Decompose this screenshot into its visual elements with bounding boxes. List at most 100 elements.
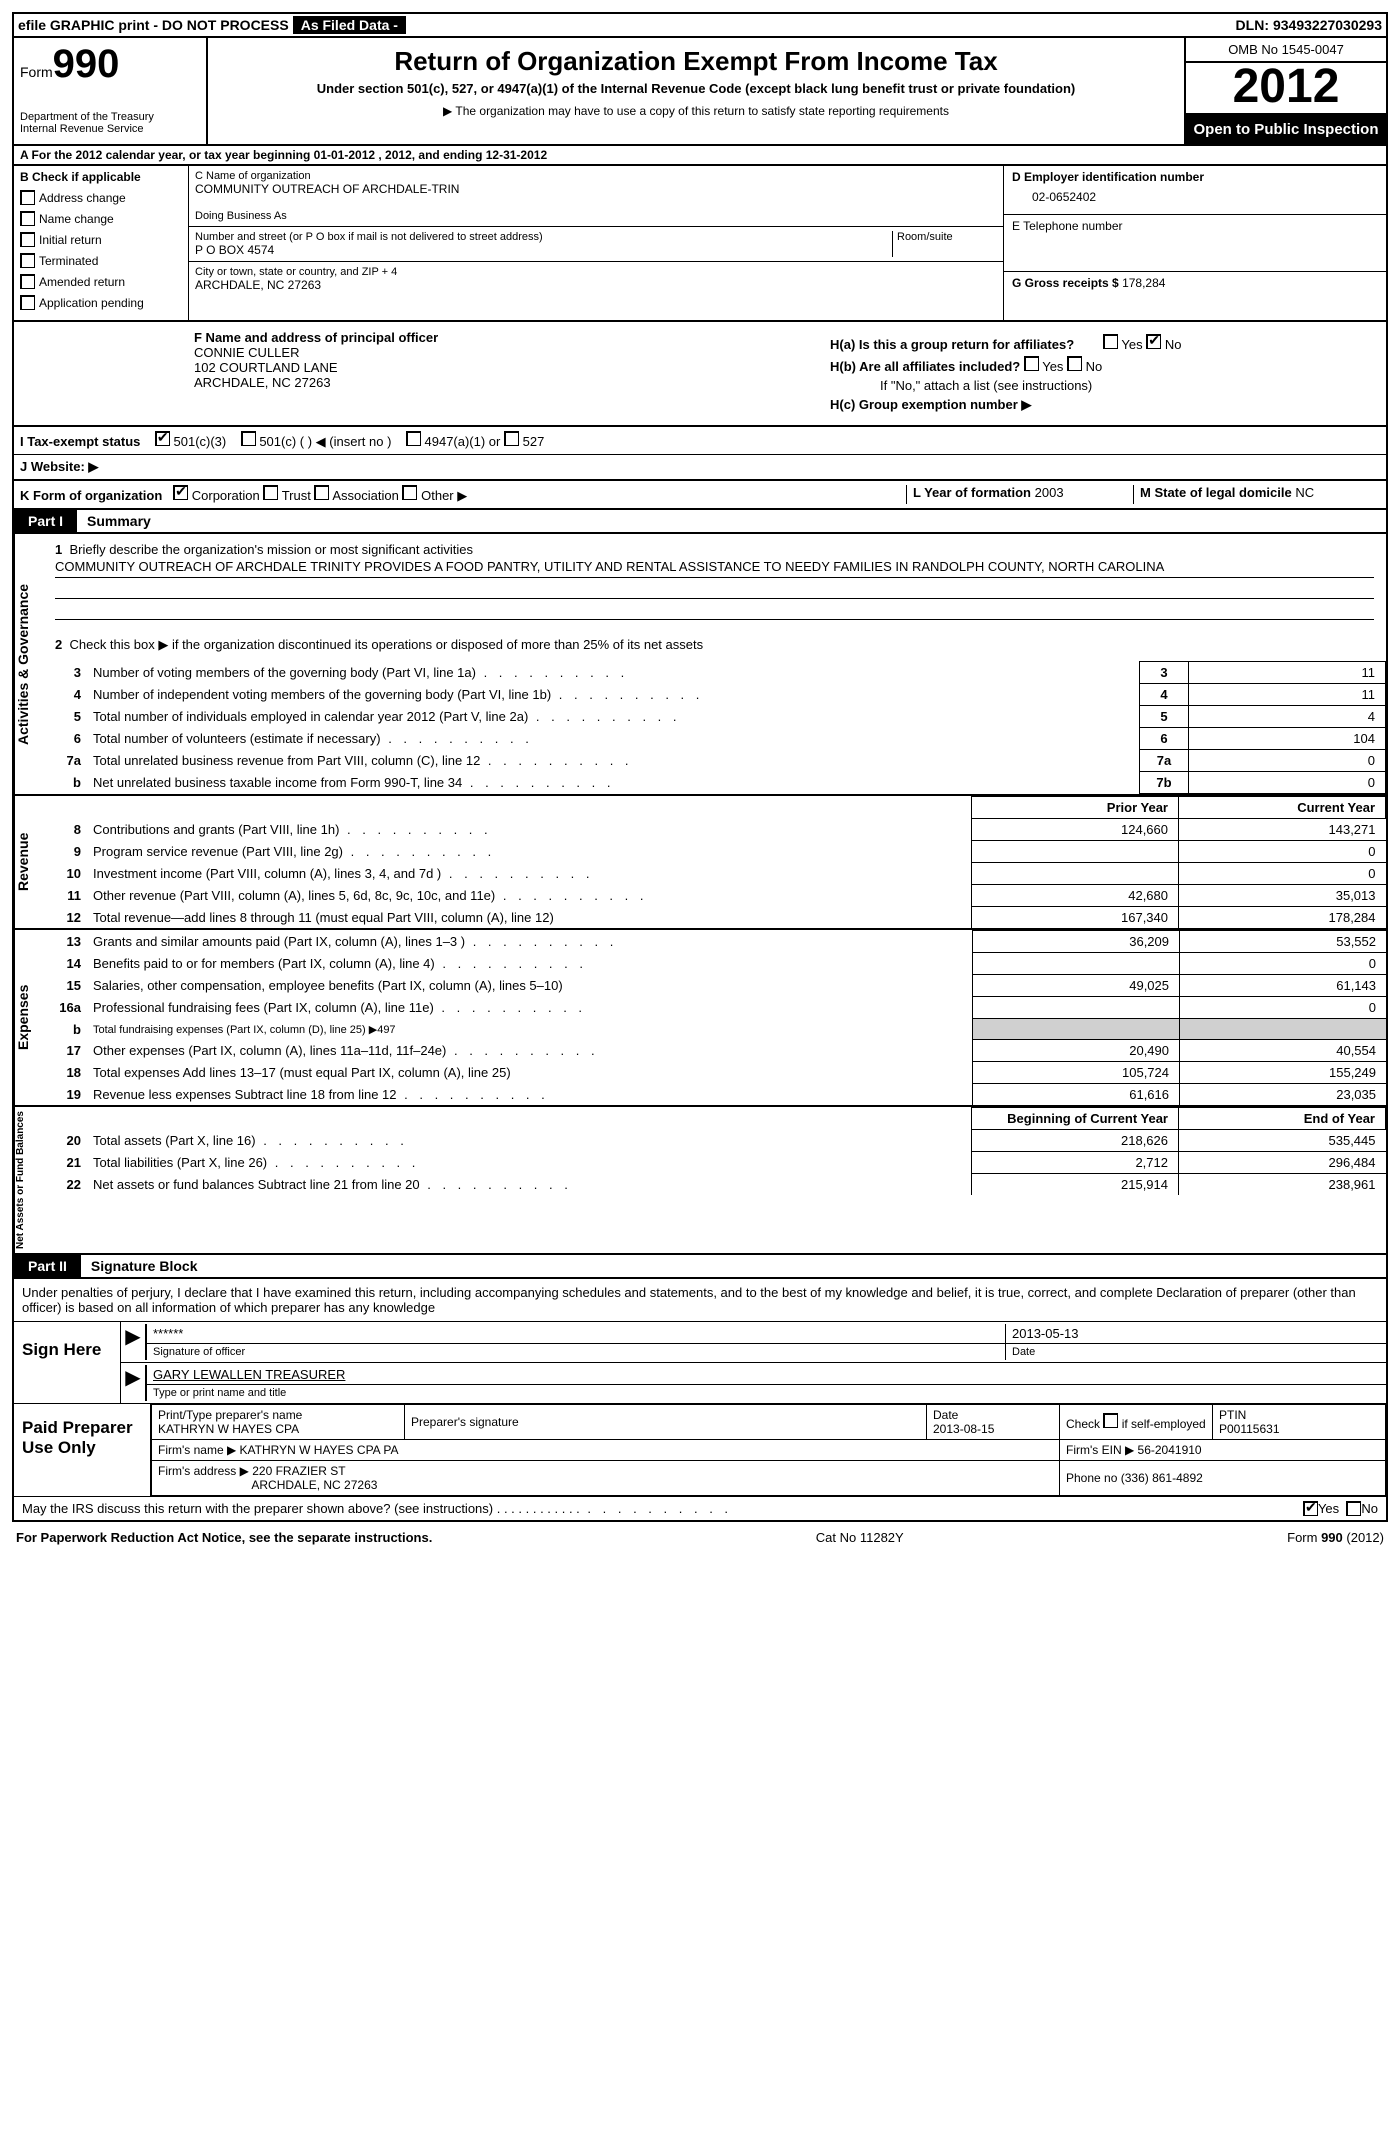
desc-17: Other expenses (Part IX, column (A), lin… [93,1043,446,1058]
row-i-label: I Tax-exempt status [20,434,140,449]
hb-note: If "No," attach a list (see instructions… [880,378,1378,393]
open-public: Open to Public Inspection [1186,115,1386,144]
firm-name: KATHRYN W HAYES CPA PA [240,1443,399,1457]
form-subtitle: Under section 501(c), 527, or 4947(a)(1)… [218,81,1174,96]
cy-15: 61,143 [1180,975,1387,997]
desc-7b: Net unrelated business taxable income fr… [93,775,462,790]
officer-label: F Name and address of principal officer [194,330,814,345]
org-name: COMMUNITY OUTREACH OF ARCHDALE-TRIN [195,182,997,196]
officer-addr2: ARCHDALE, NC 27263 [194,375,814,390]
col-h: H(a) Is this a group return for affiliat… [822,322,1386,425]
chk-ha-no[interactable] [1146,334,1161,349]
py-10 [972,863,1179,885]
chk-501c[interactable] [241,431,256,446]
firm-phone: (336) 861-4892 [1121,1471,1203,1485]
side-expenses: Expenses [14,930,43,1105]
chk-hb-no[interactable] [1067,356,1082,371]
col-b: B Check if applicable Address change Nam… [14,166,189,320]
py-8: 124,660 [972,819,1179,841]
box-7b: 7b [1140,772,1189,794]
gross-label: G Gross receipts $ [1012,276,1119,290]
chk-hb-yes[interactable] [1024,356,1039,371]
box-7a: 7a [1140,750,1189,772]
l1-text: Briefly describe the organization's miss… [69,542,472,557]
part2-label: Part II [14,1255,81,1277]
preparer-table: Print/Type preparer's nameKATHRYN W HAYE… [151,1404,1386,1496]
box-4: 4 [1140,684,1189,706]
box-5: 5 [1140,706,1189,728]
perjury-text: Under penalties of perjury, I declare th… [14,1279,1386,1321]
chk-amended[interactable] [20,274,35,289]
prep-name: KATHRYN W HAYES CPA [158,1422,398,1436]
row-a: A For the 2012 calendar year, or tax yea… [12,146,1388,166]
chk-discuss-no[interactable] [1346,1501,1361,1516]
sig-date-label: Date [1006,1343,1386,1360]
py-20: 218,626 [972,1130,1179,1152]
val-7b: 0 [1189,772,1386,794]
opt-assoc: Association [332,488,398,503]
py-22: 215,914 [972,1174,1179,1196]
part2-title: Signature Block [81,1255,208,1277]
chk-corp[interactable] [173,485,188,500]
desc-12: Total revenue—add lines 8 through 11 (mu… [93,910,554,925]
desc-16a: Professional fundraising fees (Part IX, … [93,1000,434,1015]
form-note: ▶ The organization may have to use a cop… [218,104,1174,118]
opt-527: 527 [523,434,545,449]
side-netassets: Net Assets or Fund Balances [14,1107,43,1253]
governance-table: 3Number of voting members of the governi… [43,661,1386,794]
firm-addr2: ARCHDALE, NC 27263 [251,1478,377,1492]
section-fh: F Name and address of principal officer … [12,322,1388,427]
desc-20: Total assets (Part X, line 16) [93,1133,256,1148]
col-c: C Name of organization COMMUNITY OUTREAC… [189,166,1003,320]
desc-5: Total number of individuals employed in … [93,709,528,724]
form-number: 990 [53,42,120,86]
officer-addr1: 102 COURTLAND LANE [194,360,814,375]
chk-terminated[interactable] [20,253,35,268]
cy-17: 40,554 [1180,1040,1387,1062]
py-12: 167,340 [972,907,1179,929]
prep-date: 2013-08-15 [933,1422,1053,1436]
chk-other[interactable] [402,485,417,500]
chk-address-change[interactable] [20,190,35,205]
chk-trust[interactable] [263,485,278,500]
sig-stars: ****** [147,1324,1005,1343]
form-header: Form990 Department of the Treasury Inter… [12,38,1388,146]
chk-ha-yes[interactable] [1103,334,1118,349]
cy-10: 0 [1179,863,1386,885]
cy-21: 296,484 [1179,1152,1386,1174]
ln-20: 20 [43,1130,87,1152]
py-19: 61,616 [973,1084,1180,1106]
chk-4947[interactable] [406,431,421,446]
chk-name-change[interactable] [20,211,35,226]
hc-label: H(c) Group exemption number ▶ [830,397,1378,413]
cy-11: 35,013 [1179,885,1386,907]
prep-sig-label: Preparer's signature [411,1415,920,1429]
mission-text: COMMUNITY OUTREACH OF ARCHDALE TRINITY P… [55,559,1374,578]
chk-501c3[interactable] [155,431,170,446]
street-value: P O BOX 4574 [195,243,892,257]
desc-14: Benefits paid to or for members (Part IX… [93,956,435,971]
ln-14: 14 [43,953,87,975]
ln-6: 6 [43,728,87,750]
chk-discuss-yes[interactable] [1303,1501,1318,1516]
chk-pending[interactable] [20,295,35,310]
firm-phone-label: Phone no [1066,1471,1117,1485]
py-11: 42,680 [972,885,1179,907]
desc-8: Contributions and grants (Part VIII, lin… [93,822,339,837]
cy-19: 23,035 [1180,1084,1387,1106]
dept-treasury: Department of the Treasury [20,111,200,123]
lbl-name-change: Name change [39,212,114,226]
officer-typed-name: GARY LEWALLEN TREASURER [147,1365,1386,1384]
ptin-label: PTIN [1219,1408,1379,1422]
cy-13: 53,552 [1180,931,1387,953]
chk-initial-return[interactable] [20,232,35,247]
chk-527[interactable] [504,431,519,446]
cy-12: 178,284 [1179,907,1386,929]
chk-assoc[interactable] [314,485,329,500]
chk-self-employed[interactable] [1103,1413,1118,1428]
py-17: 20,490 [973,1040,1180,1062]
form-title-block: Return of Organization Exempt From Incom… [208,38,1186,144]
hdr-end-year: End of Year [1179,1108,1386,1130]
hdr-begin-year: Beginning of Current Year [972,1108,1179,1130]
val-7a: 0 [1189,750,1386,772]
